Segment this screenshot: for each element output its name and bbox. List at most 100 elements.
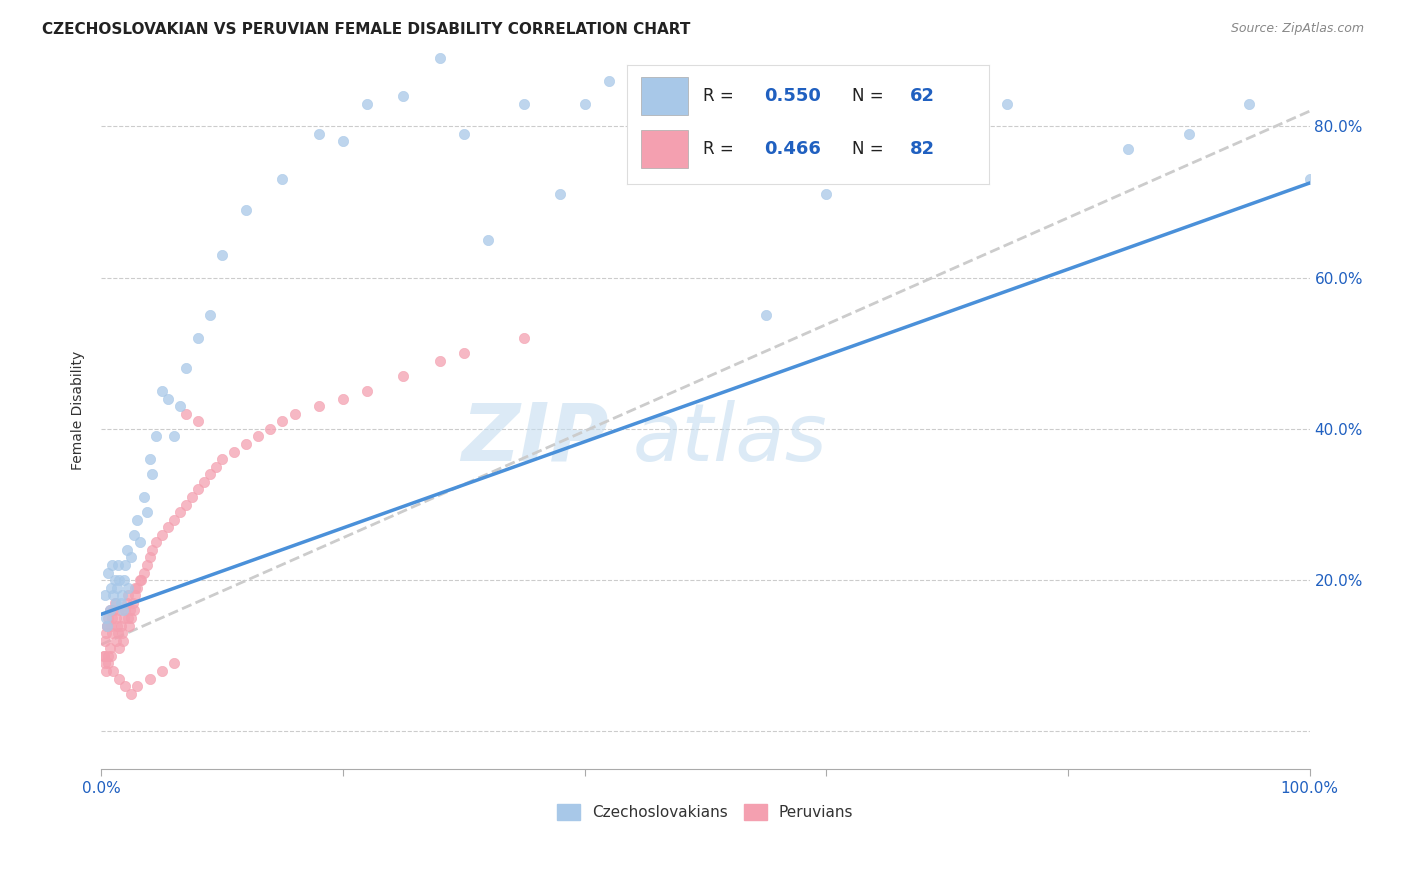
Point	[115, 596, 138, 610]
Point	[187, 414, 209, 428]
Point	[695, 96, 717, 111]
Point	[103, 588, 125, 602]
Point	[332, 392, 354, 406]
Point	[235, 202, 257, 217]
Point	[107, 558, 129, 572]
Point	[169, 399, 191, 413]
Point	[96, 618, 118, 632]
Point	[124, 581, 146, 595]
Point	[94, 633, 117, 648]
Point	[138, 672, 160, 686]
Point	[283, 407, 305, 421]
Point	[104, 596, 127, 610]
Point	[1116, 142, 1139, 156]
Point	[114, 603, 136, 617]
Point	[97, 648, 120, 663]
Point	[138, 452, 160, 467]
Point	[308, 399, 330, 413]
Point	[103, 603, 125, 617]
Point	[103, 596, 125, 610]
Point	[111, 603, 134, 617]
Point	[453, 346, 475, 360]
Y-axis label: Female Disability: Female Disability	[72, 351, 86, 469]
Point	[108, 641, 131, 656]
Point	[876, 150, 898, 164]
Point	[117, 588, 139, 602]
Text: ZIP: ZIP	[461, 400, 609, 478]
Point	[211, 248, 233, 262]
Point	[150, 664, 173, 678]
Point	[97, 611, 120, 625]
Point	[1237, 96, 1260, 111]
Point	[122, 528, 145, 542]
Point	[112, 611, 135, 625]
Point	[477, 233, 499, 247]
Point	[247, 429, 270, 443]
Point	[169, 505, 191, 519]
Point	[94, 664, 117, 678]
Point	[110, 618, 132, 632]
Point	[332, 135, 354, 149]
Point	[163, 429, 186, 443]
Point	[235, 437, 257, 451]
Point	[105, 618, 128, 632]
Point	[141, 543, 163, 558]
Point	[1177, 127, 1199, 141]
Point	[550, 187, 572, 202]
Point	[98, 641, 121, 656]
Point	[120, 687, 142, 701]
Point	[392, 368, 415, 383]
Point	[180, 490, 202, 504]
Point	[101, 558, 124, 572]
Point	[156, 520, 179, 534]
Point	[145, 429, 167, 443]
Point	[356, 96, 378, 111]
Point	[104, 611, 127, 625]
Point	[129, 573, 152, 587]
Point	[97, 566, 120, 580]
Point	[120, 603, 142, 617]
Point	[198, 309, 221, 323]
Point	[127, 513, 149, 527]
Point	[98, 603, 121, 617]
Point	[513, 331, 536, 345]
Point	[100, 581, 122, 595]
Point	[356, 384, 378, 398]
Point	[111, 588, 134, 602]
Point	[96, 618, 118, 632]
Point	[193, 475, 215, 489]
Point	[271, 414, 294, 428]
Point	[392, 89, 415, 103]
Point	[259, 422, 281, 436]
Point	[755, 309, 778, 323]
Point	[120, 550, 142, 565]
Point	[107, 626, 129, 640]
Point	[174, 407, 197, 421]
Point	[815, 187, 838, 202]
Point	[141, 467, 163, 482]
Point	[429, 51, 451, 65]
Point	[429, 354, 451, 368]
Point	[136, 505, 159, 519]
Point	[100, 648, 122, 663]
Point	[163, 513, 186, 527]
Point	[103, 573, 125, 587]
Point	[114, 679, 136, 693]
Point	[128, 573, 150, 587]
Point	[132, 566, 155, 580]
Point	[104, 633, 127, 648]
Point	[108, 573, 131, 587]
Point	[94, 657, 117, 671]
Point	[111, 633, 134, 648]
Point	[198, 467, 221, 482]
Point	[98, 603, 121, 617]
Point	[124, 588, 146, 602]
Point	[121, 596, 143, 610]
Point	[108, 603, 131, 617]
Point	[101, 626, 124, 640]
Point	[117, 611, 139, 625]
Point	[118, 618, 141, 632]
Point	[94, 626, 117, 640]
Text: atlas: atlas	[633, 400, 828, 478]
Legend: Czechoslovakians, Peruvians: Czechoslovakians, Peruvians	[551, 798, 859, 826]
